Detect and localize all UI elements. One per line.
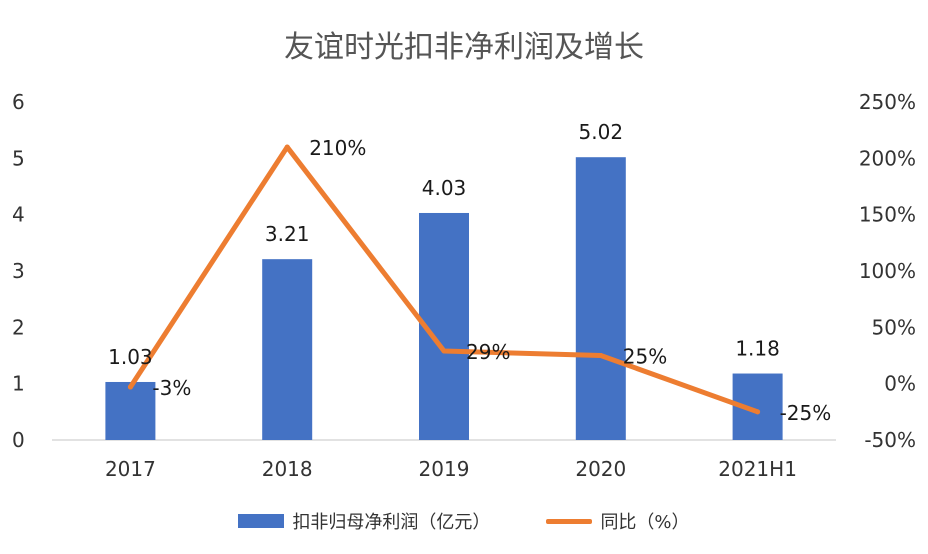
legend-label-bar: 扣非归母净利润（亿元） — [292, 512, 491, 533]
bar-value-label: 4.03 — [422, 176, 467, 200]
line-value-label: 210% — [309, 136, 366, 160]
bar-value-label: 1.03 — [108, 345, 153, 369]
bar-series — [105, 157, 783, 440]
legend-item-line: 同比（%） — [546, 508, 690, 534]
legend-line-swatch — [546, 518, 593, 524]
line-point — [755, 409, 761, 415]
right-axis-tick-label: 200% — [859, 146, 916, 170]
line-value-label: -3% — [152, 376, 191, 400]
bar-value-label: 5.02 — [579, 120, 624, 144]
right-axis: -50% 0% 50% 100% 150% 200% 250% — [859, 90, 916, 452]
bar — [105, 381, 156, 440]
right-axis-tick-label: 50% — [872, 315, 916, 339]
line-point — [441, 348, 447, 354]
line-value-label: 25% — [623, 345, 667, 369]
x-axis-tick-label: 2020 — [575, 457, 626, 481]
line-point — [127, 384, 133, 390]
left-axis-tick-label: 2 — [12, 315, 25, 339]
line-point — [284, 144, 290, 150]
line-value-label: 29% — [466, 340, 510, 364]
left-axis-tick-label: 4 — [12, 203, 25, 227]
legend: 扣非归母净利润（亿元） 同比（%） — [0, 508, 928, 534]
left-axis-tick-label: 6 — [12, 90, 25, 114]
left-axis-tick-label: 1 — [12, 372, 25, 396]
bar-value-label: 3.21 — [265, 222, 310, 246]
x-axis-tick-label: 2021H1 — [718, 457, 797, 481]
left-axis: 0 1 2 3 4 5 6 — [12, 90, 25, 452]
left-axis-tick-label: 3 — [12, 259, 25, 283]
right-axis-tick-label: -50% — [864, 428, 916, 452]
x-axis-tick-label: 2018 — [262, 457, 313, 481]
x-axis-tick-label: 2019 — [419, 457, 470, 481]
bar — [262, 259, 313, 440]
line-series — [127, 144, 761, 415]
x-axis: 2017 2018 2019 2020 2021H1 — [52, 439, 836, 481]
chart-title: 友谊时光扣非净利润及增长 — [284, 30, 644, 65]
legend-bar-swatch — [238, 514, 285, 528]
line-point — [598, 353, 604, 358]
line-value-label: -25% — [780, 401, 832, 425]
right-axis-tick-label: 0% — [884, 372, 916, 396]
data-labels: 1.03 3.21 4.03 5.02 1.18 -3% 210% 29% 25% -25% — [108, 120, 831, 425]
legend-item-bar: 扣非归母净利润（亿元） — [238, 508, 490, 534]
right-axis-tick-label: 150% — [859, 203, 916, 227]
left-axis-tick-label: 5 — [12, 146, 25, 170]
left-axis-tick-label: 0 — [12, 428, 25, 452]
bar-value-label: 1.18 — [735, 337, 780, 361]
x-axis-tick-label: 2017 — [105, 457, 156, 481]
right-axis-tick-label: 100% — [859, 259, 916, 283]
bar — [575, 157, 626, 440]
legend-label-line: 同比（%） — [600, 512, 690, 533]
right-axis-tick-label: 250% — [859, 90, 916, 114]
